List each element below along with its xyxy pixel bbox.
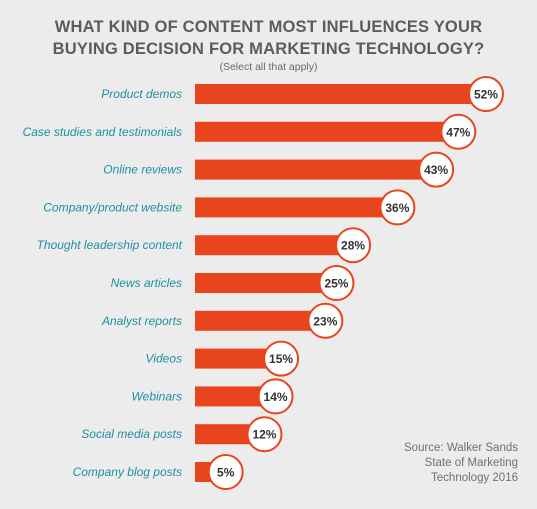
bar-7 — [195, 348, 279, 369]
value-ring-9 — [246, 416, 283, 453]
bar-3 — [195, 197, 395, 218]
source-note-line-2: State of Marketing — [424, 457, 518, 469]
value-label-6: 23% — [313, 314, 337, 328]
category-label-8: Webinars — [132, 389, 182, 403]
bar-9 — [195, 424, 262, 445]
bar-4 — [195, 235, 351, 256]
value-label-3: 36% — [385, 201, 409, 215]
chart-subtitle: (Select all that apply) — [219, 61, 318, 73]
value-ring-0 — [468, 76, 504, 112]
value-label-2: 43% — [424, 163, 448, 177]
category-label-7: Videos — [146, 352, 182, 366]
bar-2 — [195, 159, 434, 180]
value-ring-5 — [318, 265, 355, 301]
value-label-5: 25% — [324, 277, 348, 291]
value-ring-10 — [207, 454, 244, 490]
category-label-6: Analyst reports — [101, 314, 182, 328]
category-label-4: Thought leadership content — [37, 238, 183, 252]
value-ring-7 — [263, 340, 300, 377]
category-label-1: Case studies and testimonials — [23, 125, 182, 139]
value-label-10: 5% — [217, 466, 235, 480]
source-note-line-3: Technology 2016 — [431, 472, 518, 484]
category-label-3: Company/product website — [43, 200, 182, 214]
value-ring-6 — [307, 302, 344, 339]
bar-8 — [195, 386, 273, 407]
value-ring-3 — [379, 189, 416, 226]
value-ring-4 — [335, 227, 372, 264]
category-label-10: Company blog posts — [73, 465, 182, 479]
value-label-0: 52% — [474, 88, 498, 102]
category-label-0: Product demos — [101, 87, 182, 101]
category-label-5: News articles — [111, 276, 182, 290]
value-label-7: 15% — [269, 352, 293, 366]
value-ring-2 — [418, 151, 455, 188]
value-ring-8 — [257, 378, 294, 415]
bar-0 — [195, 84, 483, 104]
bar-1 — [195, 121, 456, 142]
value-label-1: 47% — [446, 125, 470, 139]
bar-5 — [195, 273, 334, 293]
chart-title-line-1: WHAT KIND OF CONTENT MOST INFLUENCES YOU… — [54, 18, 483, 36]
category-label-9: Social media posts — [81, 427, 182, 441]
value-label-4: 28% — [341, 239, 365, 253]
bar-6 — [195, 310, 323, 331]
source-note-line-1: Source: Walker Sands — [404, 442, 518, 454]
category-label-2: Online reviews — [103, 163, 182, 177]
value-label-8: 14% — [264, 390, 288, 404]
value-ring-1 — [440, 113, 477, 150]
value-label-9: 12% — [252, 428, 276, 442]
chart-title-line-2: BUYING DECISION FOR MARKETING TECHNOLOGY… — [52, 40, 485, 58]
